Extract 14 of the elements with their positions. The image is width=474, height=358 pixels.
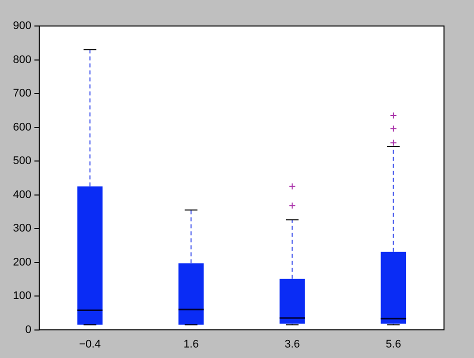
y-tick-label: 200	[12, 256, 32, 268]
y-tick-label: 100	[12, 290, 32, 302]
x-tick-label: 5.6	[386, 338, 402, 350]
y-tick-label: 400	[12, 188, 32, 201]
x-tick-label: 1.6	[183, 338, 199, 350]
y-tick-label: 300	[12, 222, 32, 235]
y-tick-label: 500	[12, 155, 32, 168]
y-tick-label: 800	[12, 54, 32, 66]
y-tick-label: 0	[25, 324, 32, 336]
x-tick-label: 3.6	[284, 338, 300, 350]
y-tick-label: 900	[12, 20, 32, 32]
y-tick-label: 600	[12, 121, 32, 134]
x-tick-label: −0.4	[79, 338, 101, 350]
y-tick-label: 700	[12, 88, 32, 100]
